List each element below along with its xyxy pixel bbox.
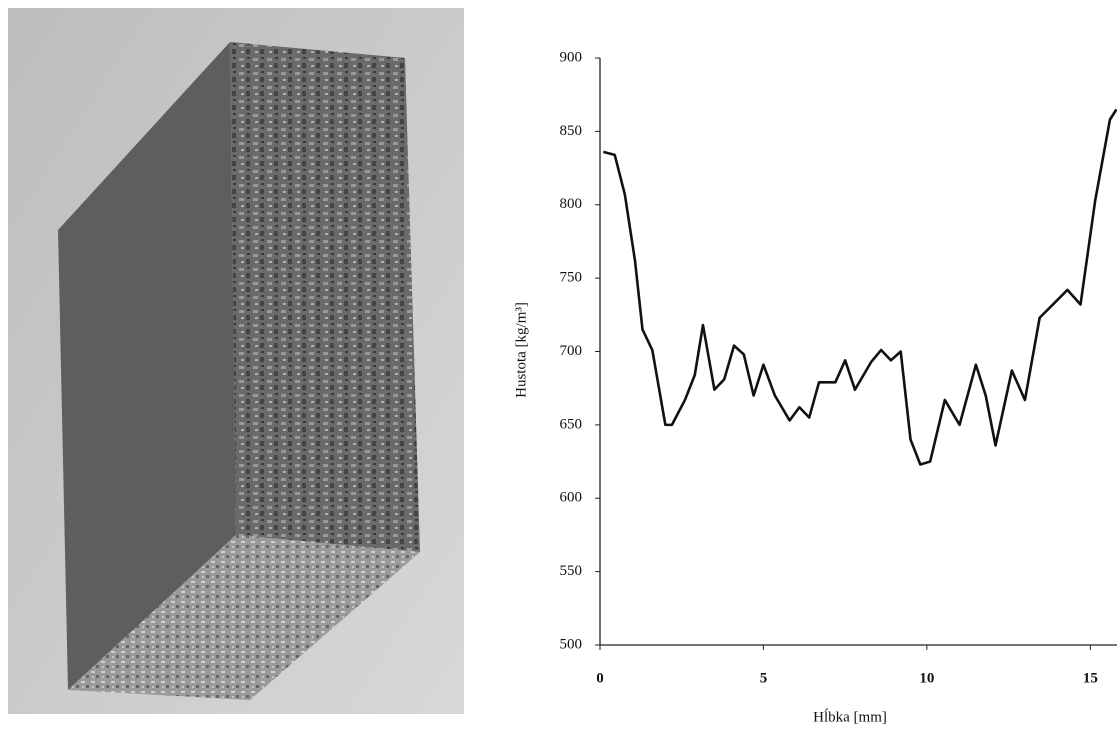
y-tick-label: 900 [560,49,583,65]
page: {"chart_data": {"type": "line", "x_label… [0,0,1117,743]
y-tick-label: 500 [560,636,583,652]
y-tick-label: 550 [560,563,583,579]
x-tick-label: 5 [760,670,768,686]
board-edge [230,42,420,552]
y-tick-label: 600 [560,490,583,506]
y-tick-label: 750 [560,270,583,286]
y-tick-label: 700 [560,343,583,359]
data-line [603,109,1116,464]
x-axis-title: Hĺbka [mm] [813,708,887,725]
y-tick-label: 650 [560,416,583,432]
y-tick-label: 800 [560,196,583,212]
x-tick-label: 0 [596,670,604,686]
photo [8,8,464,714]
y-tick-label: 850 [560,123,583,139]
figure: Hĺbka [mm] Hustota [kg/m³] 500 550 600 650 7… [0,0,1117,743]
x-tick-label: 10 [919,670,934,686]
y-axis-title: Hustota [kg/m³] [513,302,529,398]
x-tick-label: 15 [1083,670,1098,686]
